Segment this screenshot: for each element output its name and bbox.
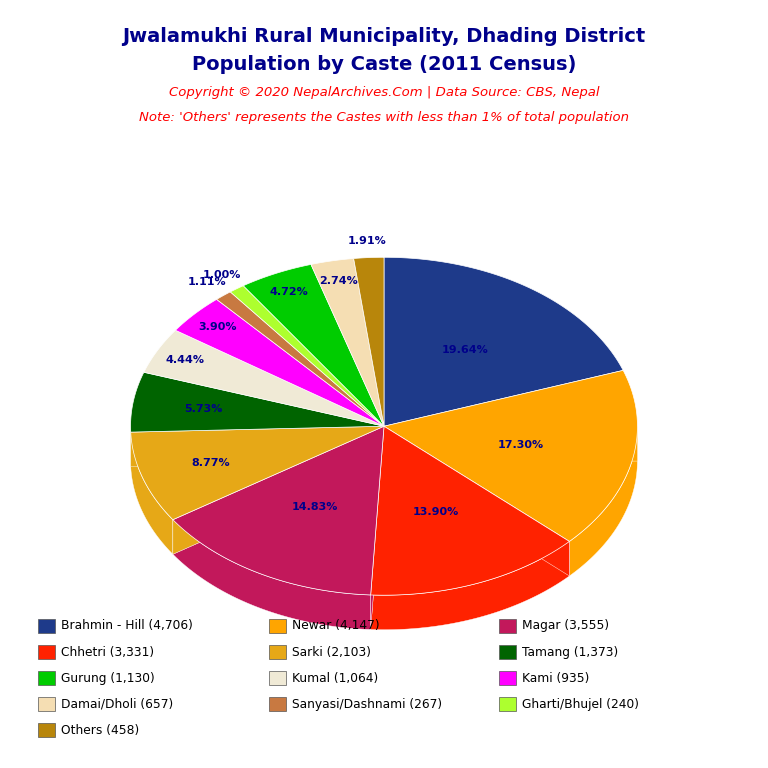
Text: Note: 'Others' represents the Castes with less than 1% of total population: Note: 'Others' represents the Castes wit… (139, 111, 629, 124)
Polygon shape (131, 372, 384, 432)
Text: Chhetri (3,331): Chhetri (3,331) (61, 646, 154, 658)
Polygon shape (173, 426, 384, 554)
Text: Sarki (2,103): Sarki (2,103) (292, 646, 371, 658)
Polygon shape (371, 426, 569, 595)
Polygon shape (384, 257, 623, 426)
Polygon shape (217, 292, 384, 426)
Text: 19.64%: 19.64% (442, 346, 488, 356)
Polygon shape (371, 426, 384, 630)
Polygon shape (384, 426, 569, 576)
Polygon shape (384, 426, 569, 576)
Text: 4.72%: 4.72% (270, 286, 308, 296)
Polygon shape (371, 541, 569, 630)
Text: 17.30%: 17.30% (498, 440, 544, 450)
Polygon shape (173, 520, 371, 630)
Text: 13.90%: 13.90% (413, 508, 459, 518)
Text: 1.91%: 1.91% (348, 236, 386, 246)
Text: 2.74%: 2.74% (319, 276, 358, 286)
Polygon shape (173, 426, 384, 554)
Text: 14.83%: 14.83% (292, 502, 338, 512)
Text: Population by Caste (2011 Census): Population by Caste (2011 Census) (192, 55, 576, 74)
Polygon shape (353, 257, 384, 426)
Text: Magar (3,555): Magar (3,555) (522, 620, 609, 632)
Text: 1.00%: 1.00% (203, 270, 241, 280)
Polygon shape (173, 426, 384, 595)
Polygon shape (384, 426, 637, 461)
Polygon shape (131, 426, 384, 467)
Text: Kami (935): Kami (935) (522, 672, 590, 684)
Text: Jwalamukhi Rural Municipality, Dhading District: Jwalamukhi Rural Municipality, Dhading D… (122, 27, 646, 46)
Polygon shape (371, 426, 384, 630)
Text: Sanyasi/Dashnami (267): Sanyasi/Dashnami (267) (292, 698, 442, 710)
Text: Gharti/Bhujel (240): Gharti/Bhujel (240) (522, 698, 639, 710)
Text: 5.73%: 5.73% (184, 404, 223, 414)
Polygon shape (144, 330, 384, 426)
Text: 1.11%: 1.11% (188, 277, 227, 287)
Text: 8.77%: 8.77% (191, 458, 230, 468)
Polygon shape (384, 370, 637, 541)
Text: Brahmin - Hill (4,706): Brahmin - Hill (4,706) (61, 620, 194, 632)
Text: 4.44%: 4.44% (165, 355, 204, 365)
Polygon shape (569, 426, 637, 576)
Text: Newar (4,147): Newar (4,147) (292, 620, 379, 632)
Text: Gurung (1,130): Gurung (1,130) (61, 672, 155, 684)
Polygon shape (131, 432, 173, 554)
Text: Copyright © 2020 NepalArchives.Com | Data Source: CBS, Nepal: Copyright © 2020 NepalArchives.Com | Dat… (169, 86, 599, 99)
Text: Tamang (1,373): Tamang (1,373) (522, 646, 618, 658)
Text: Kumal (1,064): Kumal (1,064) (292, 672, 378, 684)
Text: Others (458): Others (458) (61, 724, 140, 737)
Polygon shape (243, 264, 384, 426)
Polygon shape (131, 426, 384, 520)
Polygon shape (311, 259, 384, 426)
Text: 3.90%: 3.90% (198, 323, 237, 333)
Polygon shape (175, 300, 384, 426)
Polygon shape (230, 286, 384, 426)
Text: Damai/Dholi (657): Damai/Dholi (657) (61, 698, 174, 710)
